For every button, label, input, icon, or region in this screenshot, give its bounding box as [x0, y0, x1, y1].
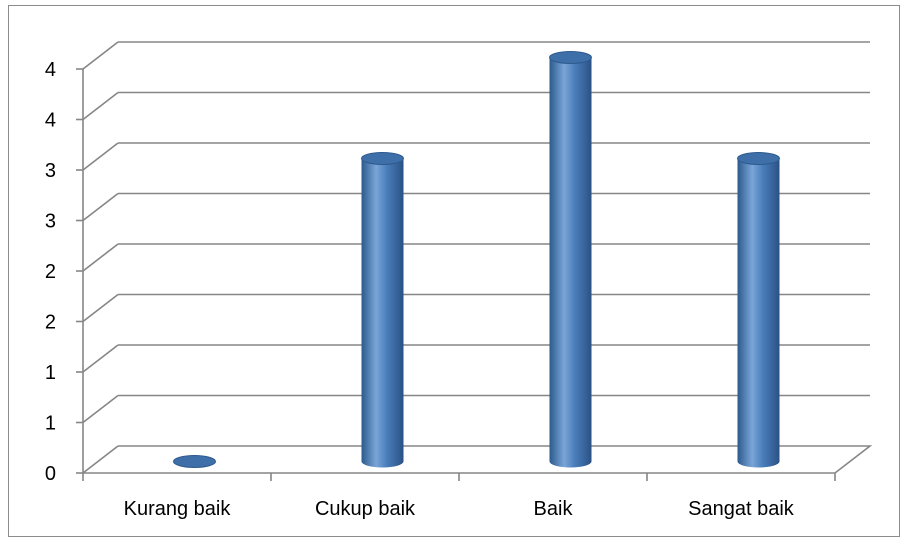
y-tick-label: 1	[45, 362, 56, 384]
bar-body	[549, 57, 592, 468]
y-tick-label: 1	[45, 413, 56, 435]
x-category-label: Cukup baik	[315, 498, 416, 520]
y-tick-label: 4	[45, 110, 56, 132]
x-category-label: Baik	[534, 498, 574, 520]
y-tick-label: 2	[45, 312, 56, 334]
gridline-diagonal	[82, 91, 119, 121]
x-category-label: Kurang baik	[124, 498, 232, 520]
gridline-diagonal	[82, 344, 119, 373]
bar-top	[737, 152, 780, 165]
bar	[361, 152, 404, 468]
bar-body	[737, 158, 780, 468]
axes	[76, 68, 873, 481]
x-category-label: Sangat baik	[688, 498, 795, 520]
bar-top	[173, 455, 216, 468]
y-tick-label: 4	[45, 59, 56, 81]
bar-top	[361, 152, 404, 165]
gridline-diagonal	[82, 192, 119, 222]
gridline-diagonal	[82, 41, 119, 70]
labels: 0 1 1 2 2 3 3 4 4 Kurang baik Cukup baik Baik Sangat…	[45, 59, 795, 520]
bars	[173, 51, 780, 468]
gridline-diagonal	[82, 142, 119, 171]
gridline-diagonal	[82, 293, 119, 323]
y-tick-label: 2	[45, 261, 56, 283]
bar	[549, 51, 592, 468]
y-tick-label: 3	[45, 160, 56, 182]
gridline-diagonal	[82, 445, 119, 474]
y-tick-label: 0	[45, 463, 56, 485]
bar-top	[549, 51, 592, 64]
bar-body	[361, 158, 404, 468]
gridline-diagonal	[82, 243, 119, 272]
y-tick-label: 3	[45, 211, 56, 233]
gridline-diagonal	[82, 394, 119, 424]
bar	[173, 455, 216, 468]
bar	[737, 152, 780, 468]
